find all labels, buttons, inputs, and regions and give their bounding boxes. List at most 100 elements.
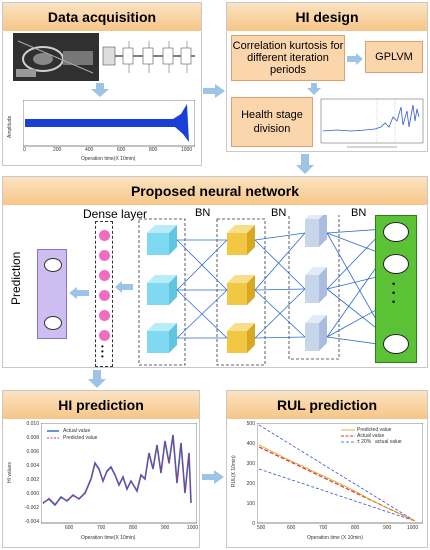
correlation-kurtosis-box: Correlation kurtosis for different itera… — [231, 35, 345, 81]
vibration-chart: Amplitude 0 200 400 600 800 1000 Operati… — [7, 98, 197, 164]
y-tick: 0.008 — [26, 435, 39, 441]
y-tick: -0.004 — [24, 519, 39, 525]
down-arrow-icon — [307, 83, 321, 95]
x-tick: 700 — [319, 525, 328, 531]
prediction-node — [44, 258, 62, 272]
lavender-block — [305, 315, 327, 351]
rul-prediction-title: RUL prediction — [227, 391, 427, 419]
dense-node — [99, 310, 110, 321]
bn-label-2: BN — [271, 207, 287, 219]
rul-ylabel: RUL(X 10min) — [231, 455, 237, 487]
lavender-block — [305, 215, 327, 247]
yellow-block — [227, 323, 255, 353]
rul-xlabel: Operation time (X 10min) — [307, 535, 363, 541]
y-tick: 0.000 — [26, 491, 39, 497]
health-stage-box: Health stage division — [231, 97, 313, 147]
x-tick: 800 — [129, 525, 138, 531]
rul-yticks: 500 400 300 200 100 0 — [241, 421, 255, 527]
connections-1 — [176, 239, 228, 339]
vibration-signal-plot — [23, 100, 195, 147]
hi-xlabel: Operation time(X 10min) — [81, 535, 136, 541]
y-tick: 0.006 — [26, 449, 39, 455]
x-tick: 600 — [65, 525, 74, 531]
down-arrow-icon — [88, 370, 106, 388]
cyan-block — [147, 275, 177, 305]
bn-label-3: BN — [351, 207, 367, 219]
down-arrow-icon — [91, 83, 109, 97]
output-node — [383, 254, 409, 274]
yellow-block — [227, 225, 255, 255]
right-arrow-icon — [202, 470, 224, 484]
output-node — [383, 334, 409, 354]
vibration-xlabel: Operation time(X 10min) — [81, 156, 136, 162]
rul-xticks: 500 600 700 800 900 1000 — [257, 525, 423, 533]
hi-design-title: HI design — [227, 3, 427, 31]
hi-design-panel: HI design Correlation kurtosis for diffe… — [226, 2, 428, 152]
output-layer: • • • — [375, 215, 417, 363]
rul-legend-bound: ± 20% — [357, 439, 372, 445]
x-tick: 500 — [257, 525, 266, 531]
hi-xticks: 600 700 800 900 1000 — [41, 525, 199, 533]
down-arrow-icon — [296, 154, 314, 174]
health-stage-chart — [320, 98, 424, 148]
gplvm-box: GPLVM — [365, 41, 423, 73]
rul-actual-line — [258, 446, 416, 522]
output-node — [383, 222, 409, 242]
prediction-output-box — [37, 249, 67, 339]
right-arrow-icon — [203, 84, 225, 98]
x-tick: 200 — [53, 147, 62, 153]
yellow-block — [227, 275, 255, 305]
rul-legend-predicted: Predicted value — [357, 427, 392, 433]
test-rig-drawing — [13, 33, 99, 81]
x-tick: 900 — [383, 525, 392, 531]
vibration-ylabel: Amplitude — [7, 115, 13, 138]
y-tick: 0 — [252, 521, 255, 527]
lavender-block — [305, 267, 327, 303]
y-tick: 400 — [246, 441, 255, 447]
x-tick: 600 — [117, 147, 126, 153]
y-tick: 0.002 — [26, 477, 39, 483]
x-tick: 1000 — [181, 147, 193, 153]
x-tick: 800 — [149, 147, 158, 153]
x-tick: 1000 — [187, 525, 199, 531]
hi-prediction-panel: HI prediction HI values 0.010 0.008 0.00… — [2, 390, 200, 548]
dense-ellipsis: • • • — [101, 342, 104, 361]
dense-node — [99, 230, 110, 241]
rul-predicted-line — [258, 444, 416, 522]
dense-node — [99, 330, 110, 341]
hi-ylabel: HI values — [7, 462, 13, 483]
left-arrow-icon — [115, 281, 133, 293]
data-acquisition-panel: Data acquisition — [2, 2, 202, 166]
left-arrow-icon — [69, 287, 89, 299]
hi-prediction-title: HI prediction — [3, 391, 199, 419]
neural-network-panel: Proposed neural network Dense layer BN B… — [2, 176, 428, 368]
hi-prediction-plot — [41, 423, 197, 524]
x-tick: 700 — [97, 525, 106, 531]
y-tick: 500 — [246, 421, 255, 427]
x-tick: 600 — [287, 525, 296, 531]
dense-node — [99, 290, 110, 301]
prediction-label: Prediction — [9, 251, 23, 305]
cyan-block — [147, 323, 177, 353]
y-tick: 0.010 — [26, 421, 39, 427]
hi-legend-actual: Actual value — [63, 428, 91, 434]
dense-layer-column: • • • — [95, 221, 113, 367]
x-tick: 900 — [161, 525, 170, 531]
x-tick: 1000 — [407, 525, 419, 531]
x-tick: 0 — [23, 147, 26, 153]
y-tick: -0.002 — [24, 505, 39, 511]
dense-node — [99, 270, 110, 281]
hi-legend-predicted: Predicted value — [63, 435, 98, 441]
data-acquisition-title: Data acquisition — [3, 3, 201, 31]
dense-layer-label: Dense layer — [83, 207, 148, 221]
rul-upper-bound — [258, 424, 416, 522]
test-rig-schematic — [101, 33, 197, 81]
x-tick: 800 — [351, 525, 360, 531]
prediction-node — [44, 316, 62, 330]
y-tick: 0.004 — [26, 463, 39, 469]
hi-predicted-series — [42, 435, 192, 505]
x-tick: 400 — [85, 147, 94, 153]
right-arrow-icon — [347, 53, 363, 65]
schematic-drawing — [102, 41, 195, 73]
rul-legend-actual: Actual value — [357, 433, 385, 439]
